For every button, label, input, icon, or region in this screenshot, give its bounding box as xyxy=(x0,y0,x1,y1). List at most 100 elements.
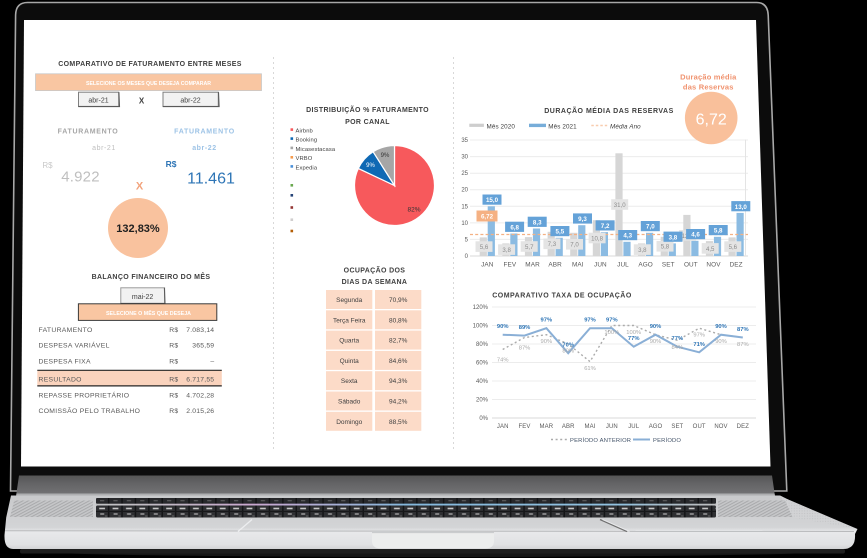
svg-text:94,2%: 94,2% xyxy=(389,399,408,406)
svg-text:80%: 80% xyxy=(476,342,489,348)
svg-text:82,7%: 82,7% xyxy=(389,338,408,345)
svg-text:9%: 9% xyxy=(381,153,390,159)
svg-text:84%: 84% xyxy=(672,345,684,351)
svg-text:31,0: 31,0 xyxy=(614,202,626,209)
svg-text:Sábado: Sábado xyxy=(338,399,361,406)
svg-text:MAI: MAI xyxy=(572,262,584,269)
svg-text:JUN: JUN xyxy=(606,424,618,430)
svg-text:Média Ano: Média Ano xyxy=(610,124,641,131)
svg-text:NOV: NOV xyxy=(706,262,721,269)
svg-text:90%: 90% xyxy=(541,339,553,345)
svg-text:15,0: 15,0 xyxy=(486,197,499,204)
svg-text:70,9%: 70,9% xyxy=(389,297,408,304)
svg-text:5,5: 5,5 xyxy=(556,229,565,236)
svg-text:9,3: 9,3 xyxy=(578,216,587,223)
svg-text:COMPARATIVO TAXA DE OCUPAÇÃO: COMPARATIVO TAXA DE OCUPAÇÃO xyxy=(492,291,632,300)
svg-text:77%: 77% xyxy=(672,336,684,342)
svg-text:5,8: 5,8 xyxy=(661,244,670,251)
svg-text:77%: 77% xyxy=(628,336,640,342)
svg-text:OUT: OUT xyxy=(684,262,698,269)
svg-text:abr-22: abr-22 xyxy=(180,97,200,104)
svg-text:OUT: OUT xyxy=(693,424,706,430)
svg-text:Domingo: Domingo xyxy=(336,419,362,426)
svg-text:JAN: JAN xyxy=(497,424,509,430)
svg-text:mai-22: mai-22 xyxy=(132,294,154,301)
svg-text:70%: 70% xyxy=(562,343,574,349)
svg-text:4,5: 4,5 xyxy=(706,246,715,253)
svg-text:6,72: 6,72 xyxy=(696,112,727,129)
svg-text:100%: 100% xyxy=(626,330,641,336)
svg-text:0: 0 xyxy=(465,254,469,260)
svg-text:DESPESA VARIÁVEL: DESPESA VARIÁVEL xyxy=(39,341,110,350)
svg-text:10,8: 10,8 xyxy=(591,235,603,242)
svg-text:Quarta: Quarta xyxy=(339,338,359,345)
svg-text:94,3%: 94,3% xyxy=(389,378,408,385)
svg-text:R$: R$ xyxy=(169,343,178,350)
svg-text:11.461: 11.461 xyxy=(187,171,235,188)
svg-text:JUN: JUN xyxy=(594,262,607,269)
svg-text:97%: 97% xyxy=(541,318,553,324)
svg-text:7,0: 7,0 xyxy=(570,242,579,249)
svg-text:365,59: 365,59 xyxy=(192,343,214,350)
svg-text:7,0: 7,0 xyxy=(646,224,655,231)
svg-text:R$: R$ xyxy=(42,161,53,170)
svg-text:82%: 82% xyxy=(407,207,420,214)
svg-text:X: X xyxy=(136,181,144,193)
svg-text:90%: 90% xyxy=(650,324,662,330)
svg-text:COMISSÃO PELO TRABALHO: COMISSÃO PELO TRABALHO xyxy=(39,406,141,415)
svg-text:89%: 89% xyxy=(519,325,531,331)
svg-text:SELECIONE OS MESES QUE DESEJA: SELECIONE OS MESES QUE DESEJA COMPARAR xyxy=(86,81,212,87)
svg-text:7.083,14: 7.083,14 xyxy=(186,327,214,334)
svg-text:3,8: 3,8 xyxy=(669,234,678,241)
svg-text:MAI: MAI xyxy=(585,424,596,430)
svg-text:4.702,28: 4.702,28 xyxy=(186,393,214,400)
svg-text:97%: 97% xyxy=(606,318,618,324)
svg-text:DEZ: DEZ xyxy=(730,262,743,269)
svg-text:87%: 87% xyxy=(737,327,749,333)
svg-text:–: – xyxy=(210,358,214,365)
svg-text:87%: 87% xyxy=(519,345,531,351)
svg-text:84,6%: 84,6% xyxy=(389,358,408,365)
svg-text:FATURAMENTO: FATURAMENTO xyxy=(39,327,93,334)
svg-text:PERÍODO: PERÍODO xyxy=(653,437,681,444)
svg-text:R$: R$ xyxy=(169,408,178,415)
svg-text:FEV: FEV xyxy=(519,424,531,430)
svg-text:Micasestacasa: Micasestacasa xyxy=(296,147,336,153)
svg-text:90%: 90% xyxy=(715,324,727,330)
svg-text:Booking: Booking xyxy=(296,138,318,144)
svg-text:10: 10 xyxy=(461,221,468,227)
svg-text:20: 20 xyxy=(461,188,468,194)
svg-text:7,3: 7,3 xyxy=(548,241,557,248)
svg-text:abr-21: abr-21 xyxy=(88,97,108,104)
svg-text:R$: R$ xyxy=(169,358,178,365)
svg-text:80,8%: 80,8% xyxy=(389,317,408,324)
svg-text:AGO: AGO xyxy=(649,424,663,430)
svg-text:90%: 90% xyxy=(715,339,727,345)
svg-text:POR CANAL: POR CANAL xyxy=(345,119,390,126)
svg-text:DIAS DA SEMANA: DIAS DA SEMANA xyxy=(342,279,408,286)
svg-text:Quinta: Quinta xyxy=(340,358,360,365)
svg-text:DEZ: DEZ xyxy=(737,424,750,430)
svg-text:60%: 60% xyxy=(476,360,489,366)
svg-text:NOV: NOV xyxy=(714,424,727,430)
svg-text:97%: 97% xyxy=(584,318,596,324)
svg-text:6,8: 6,8 xyxy=(510,224,519,231)
svg-text:6,72: 6,72 xyxy=(481,214,494,221)
svg-text:6.717,55: 6.717,55 xyxy=(186,376,214,383)
svg-text:100%: 100% xyxy=(473,323,489,329)
svg-text:abr-21: abr-21 xyxy=(92,145,116,152)
svg-text:2.015,26: 2.015,26 xyxy=(186,408,214,415)
svg-text:Mês 2021: Mês 2021 xyxy=(548,124,577,131)
svg-text:5: 5 xyxy=(465,237,469,243)
svg-text:Duração média: Duração média xyxy=(680,73,737,82)
svg-text:Airbnb: Airbnb xyxy=(296,129,313,135)
svg-text:87%: 87% xyxy=(737,342,749,348)
svg-text:7,2: 7,2 xyxy=(601,223,610,230)
svg-text:120%: 120% xyxy=(473,305,489,311)
svg-text:Expedia: Expedia xyxy=(296,165,318,171)
svg-text:COMPARATIVO DE FATURAMENTO ENT: COMPARATIVO DE FATURAMENTO ENTRE MESES xyxy=(58,61,242,68)
svg-text:15: 15 xyxy=(461,204,468,210)
svg-text:MAR: MAR xyxy=(540,424,554,430)
svg-text:5,7: 5,7 xyxy=(525,244,534,251)
svg-text:61%: 61% xyxy=(584,366,596,372)
